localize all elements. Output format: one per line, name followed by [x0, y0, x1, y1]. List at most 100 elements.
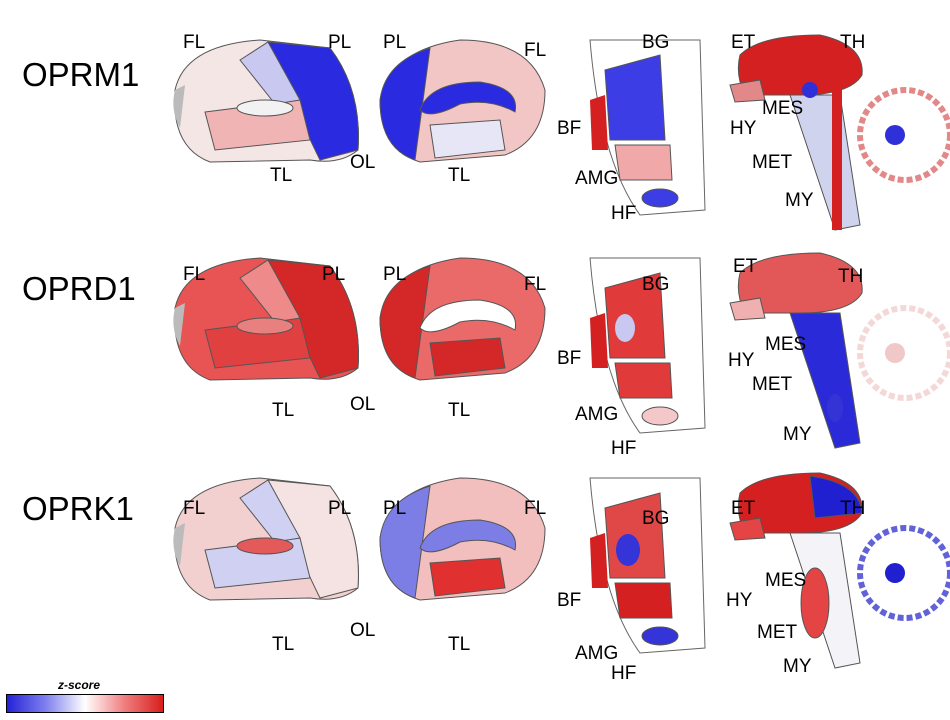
- occipital-medial: [379, 265, 431, 379]
- medial-temporal: [429, 119, 506, 159]
- hippocampal-formation: [641, 626, 679, 646]
- corpus-callosum: [419, 299, 517, 333]
- occipital-medial: [379, 47, 431, 161]
- frontal-pole: [173, 523, 185, 566]
- region-label: FL: [524, 274, 547, 295]
- region-label: BF: [557, 348, 582, 369]
- occipital-medial: [379, 485, 431, 599]
- insula: [236, 537, 294, 555]
- region-label: TL: [272, 634, 295, 655]
- region-label: MES: [762, 98, 804, 119]
- region-label: HF: [611, 438, 637, 459]
- central-region: [239, 259, 301, 323]
- region-label: PL: [383, 498, 407, 519]
- hippocampal-formation: [641, 406, 679, 426]
- amygdala: [614, 362, 673, 399]
- lateral-cortex-view: [173, 39, 359, 163]
- brainstem: [789, 312, 861, 449]
- region-label: AMG: [575, 643, 619, 664]
- region-label: TH: [840, 32, 866, 53]
- basal-ganglia: [604, 492, 666, 579]
- lateral-cortex-view: [173, 477, 359, 601]
- central-region: [239, 41, 301, 105]
- region-label: HY: [728, 350, 755, 371]
- medial-temporal: [429, 337, 506, 377]
- region-label: PL: [383, 32, 407, 53]
- brainstem: [789, 94, 861, 231]
- basal-forebrain: [590, 533, 608, 588]
- pons: [800, 567, 830, 639]
- midbrain-nucleus: [802, 82, 818, 98]
- region-label: ET: [733, 256, 758, 277]
- row-oprd1: [173, 252, 950, 449]
- colorbar-label: z-score: [58, 678, 101, 692]
- region-label: PL: [328, 32, 352, 53]
- lateral-cortex-view: [173, 257, 359, 381]
- medial-temporal: [429, 557, 506, 597]
- basal-ganglia: [604, 54, 666, 141]
- region-label: OL: [350, 152, 376, 173]
- region-label: TL: [448, 400, 471, 421]
- medulla-nucleus: [827, 394, 843, 422]
- region-label: TL: [272, 400, 295, 421]
- thalamus-posterior: [809, 475, 863, 519]
- corpus-callosum: [419, 81, 517, 115]
- z-score-colorbar: [6, 694, 164, 713]
- region-label: FL: [183, 264, 206, 285]
- gene-label: OPRD1: [22, 270, 136, 307]
- region-label: BG: [642, 32, 670, 53]
- region-label: FL: [524, 498, 547, 519]
- region-label: MY: [783, 656, 812, 677]
- region-label: PL: [322, 264, 346, 285]
- region-label: AMG: [575, 404, 619, 425]
- hippocampal-formation: [641, 188, 679, 208]
- region-label: ET: [731, 498, 756, 519]
- region-label: MET: [752, 374, 793, 395]
- sagittal-view: [729, 252, 950, 449]
- region-label: BG: [642, 508, 670, 529]
- cerebellar-nuclei: [885, 343, 905, 363]
- region-label: OL: [350, 620, 376, 641]
- medial-cortex-view: [379, 257, 546, 381]
- cerebellar-nuclei: [885, 125, 905, 145]
- region-label: TL: [448, 634, 471, 655]
- region-label: MES: [765, 334, 807, 355]
- corpus-callosum: [419, 519, 517, 553]
- region-label: FL: [183, 32, 206, 53]
- central-region: [239, 479, 301, 543]
- region-label: HY: [726, 590, 753, 611]
- region-label: MET: [752, 152, 793, 173]
- frontal-pole: [173, 303, 185, 346]
- gene-label: OPRK1: [22, 490, 134, 527]
- medial-cortex-view: [379, 477, 546, 601]
- region-label: PL: [328, 498, 352, 519]
- region-label: TH: [838, 266, 864, 287]
- region-label: TL: [270, 165, 293, 186]
- region-label: PL: [383, 264, 407, 285]
- sagittal-view: [729, 472, 950, 669]
- region-label: FL: [183, 498, 206, 519]
- medial-cortex-view: [379, 39, 546, 163]
- hypothalamus: [729, 79, 766, 103]
- region-label: FL: [524, 40, 547, 61]
- region-label: MET: [757, 622, 798, 643]
- basal-forebrain: [590, 313, 608, 368]
- hypothalamus: [729, 517, 766, 541]
- insula: [236, 317, 294, 335]
- coronal-view: [589, 39, 706, 216]
- region-label: BF: [557, 118, 582, 139]
- coronal-view: [589, 477, 706, 654]
- coronal-view: [589, 257, 706, 434]
- gene-label: OPRM1: [22, 56, 140, 93]
- region-label: HY: [730, 118, 757, 139]
- region-label: MY: [783, 424, 812, 445]
- region-label: HF: [611, 203, 637, 224]
- amygdala: [614, 582, 673, 619]
- region-label: AMG: [575, 168, 619, 189]
- region-label: ET: [731, 32, 756, 53]
- region-label: MY: [785, 190, 814, 211]
- globus-pallidus: [616, 534, 640, 566]
- cerebellar-nuclei: [885, 563, 905, 583]
- region-label: OL: [350, 394, 376, 415]
